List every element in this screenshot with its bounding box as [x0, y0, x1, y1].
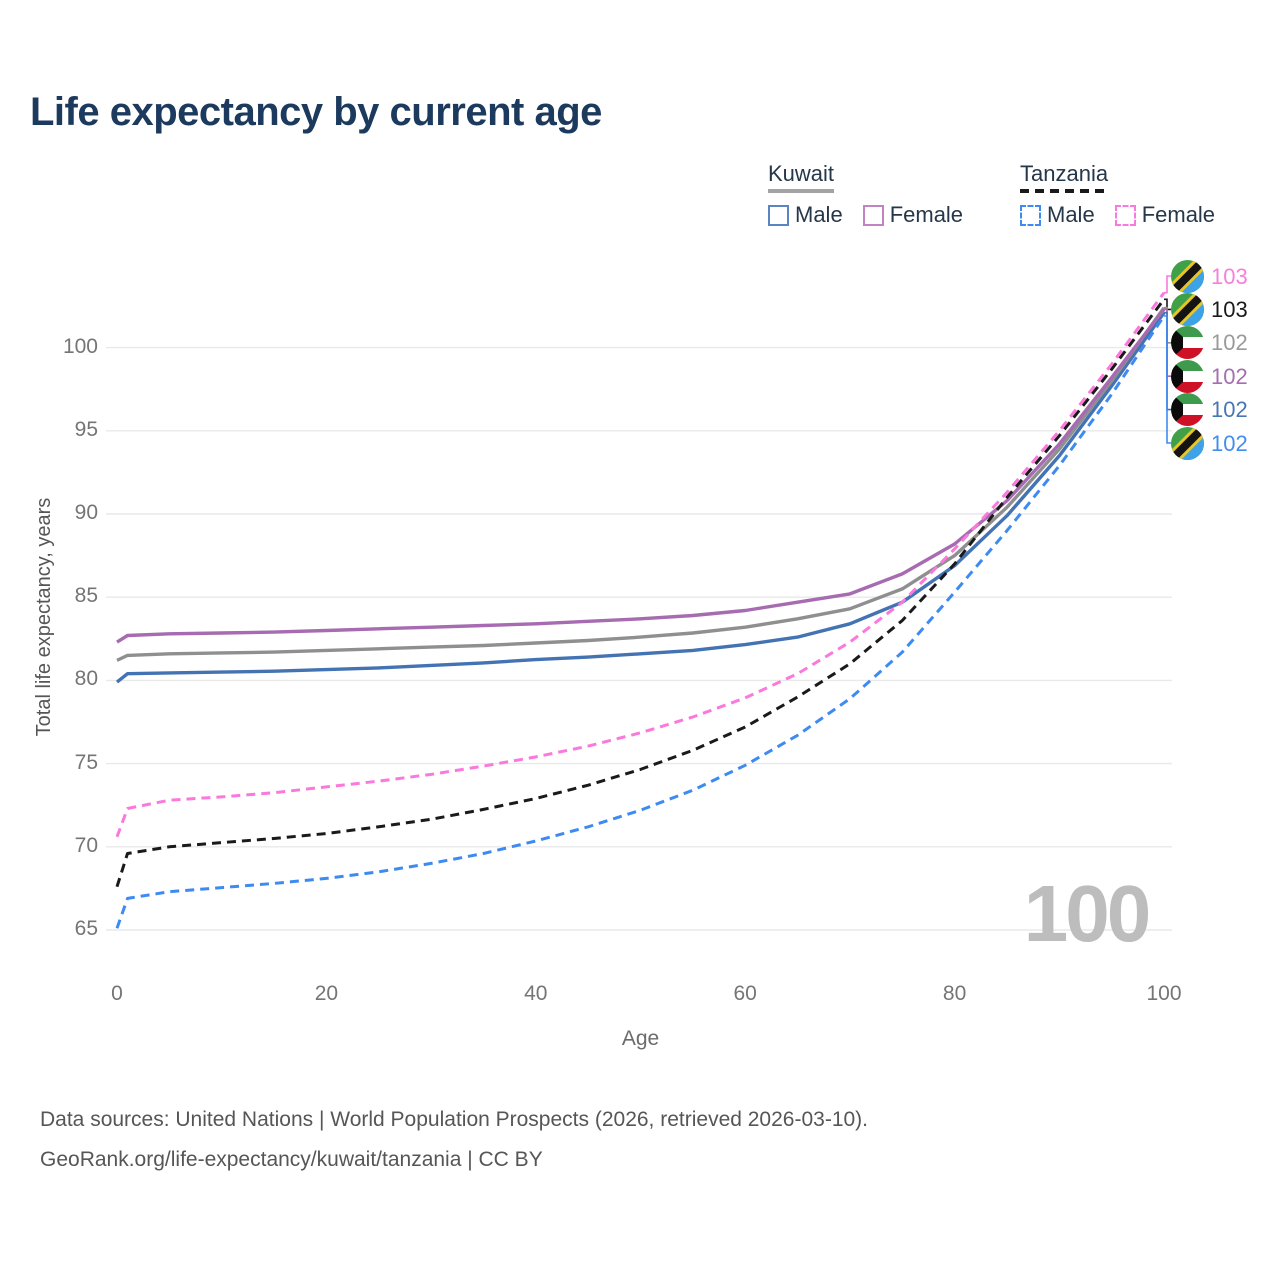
tanzania-flag-icon — [1171, 426, 1204, 460]
age-watermark: 100 — [1024, 869, 1149, 958]
page-title: Life expectancy by current age — [30, 90, 602, 134]
x-tick-label-0: 0 — [111, 982, 123, 1005]
end-label-row-tanzania-all: 103 — [1171, 292, 1248, 326]
end-value-label: 103 — [1211, 263, 1248, 289]
legend-country-label: Kuwait — [768, 161, 835, 193]
legend-checkbox-tanzania-male — [1020, 204, 1041, 226]
x-tick-label-20: 20 — [314, 982, 339, 1005]
x-axis-title: Age — [621, 1027, 660, 1050]
y-tick-label-90: 90 — [74, 501, 98, 524]
legend-item-label: Male — [795, 202, 843, 227]
chart-legend: Kuwait Male Female Tanzania Male Female — [0, 161, 1280, 241]
series-line-kuwait-male[interactable] — [115, 311, 1166, 684]
legend-items-tanzania: Male Female — [1020, 202, 1215, 228]
y-tick-label-100: 100 — [62, 334, 98, 358]
kuwait-flag-icon — [1171, 326, 1204, 360]
legend-checkbox-tanzania-female — [1114, 204, 1136, 226]
end-value-label: 102 — [1211, 330, 1248, 356]
legend-item-kuwait-female[interactable]: Female — [862, 202, 964, 228]
series-line-kuwait-all[interactable] — [116, 306, 1166, 662]
y-tick-label-85: 85 — [74, 584, 98, 608]
end-value-label: 102 — [1211, 430, 1248, 456]
end-label-row-tanzania-male: 102 — [1171, 426, 1248, 460]
y-tick-label-70: 70 — [74, 833, 98, 857]
end-value-label: 102 — [1211, 397, 1248, 423]
x-tick-label-40: 40 — [524, 982, 548, 1005]
y-tick-label-95: 95 — [74, 417, 98, 441]
end-label-row-kuwait-all: 102 — [1171, 326, 1248, 360]
legend-country-tanzania: Tanzania — [1020, 161, 1215, 193]
end-value-label: 103 — [1211, 296, 1248, 322]
y-tick-label-80: 80 — [74, 667, 98, 691]
end-value-label: 102 — [1211, 363, 1248, 389]
legend-checkbox-kuwait-female — [862, 204, 884, 226]
legend-group-kuwait: Kuwait Male Female — [768, 161, 963, 228]
legend-item-kuwait-male[interactable]: Male — [768, 202, 843, 228]
end-label-row-kuwait-male: 102 — [1171, 393, 1248, 427]
legend-country-kuwait: Kuwait — [768, 161, 963, 193]
legend-country-label: Tanzania — [1020, 161, 1109, 193]
x-tick-label-80: 80 — [942, 982, 967, 1005]
legend-item-label: Female — [1141, 202, 1216, 227]
legend-underline-solid — [768, 189, 835, 193]
tanzania-flag-icon — [1171, 259, 1204, 293]
series-line-tanzania-male[interactable] — [115, 315, 1166, 929]
series-line-tanzania-female[interactable] — [115, 291, 1166, 838]
legend-item-label: Female — [889, 202, 964, 227]
legend-item-tanzania-male[interactable]: Male — [1020, 202, 1095, 228]
footer-attribution: GeoRank.org/life-expectancy/kuwait/tanza… — [40, 1148, 543, 1171]
series-line-kuwait-female[interactable] — [116, 308, 1166, 644]
legend-item-label: Male — [1047, 202, 1095, 227]
end-label-connector-tanzania-all — [1164, 298, 1171, 311]
end-label-connector-tanzania-male — [1164, 315, 1171, 444]
legend-items-kuwait: Male Female — [768, 202, 963, 228]
legend-item-tanzania-female[interactable]: Female — [1114, 202, 1216, 228]
footer-data-sources: Data sources: United Nations | World Pop… — [40, 1108, 869, 1131]
kuwait-flag-icon — [1171, 359, 1204, 393]
end-label-row-kuwait-female: 102 — [1171, 359, 1248, 393]
legend-underline-dashed — [1020, 189, 1109, 193]
end-label-connector-tanzania-female — [1164, 275, 1171, 294]
end-label-row-tanzania-female: 103 — [1171, 259, 1248, 293]
legend-checkbox-kuwait-male — [768, 204, 789, 226]
y-tick-label-65: 65 — [74, 917, 98, 940]
x-tick-label-100: 100 — [1146, 982, 1182, 1005]
x-tick-label-60: 60 — [733, 982, 757, 1005]
y-tick-label-75: 75 — [74, 750, 98, 774]
tanzania-flag-icon — [1171, 292, 1204, 326]
legend-group-tanzania: Tanzania Male Female — [1020, 161, 1215, 228]
series-line-tanzania-all[interactable] — [115, 298, 1166, 888]
kuwait-flag-icon — [1171, 393, 1204, 427]
